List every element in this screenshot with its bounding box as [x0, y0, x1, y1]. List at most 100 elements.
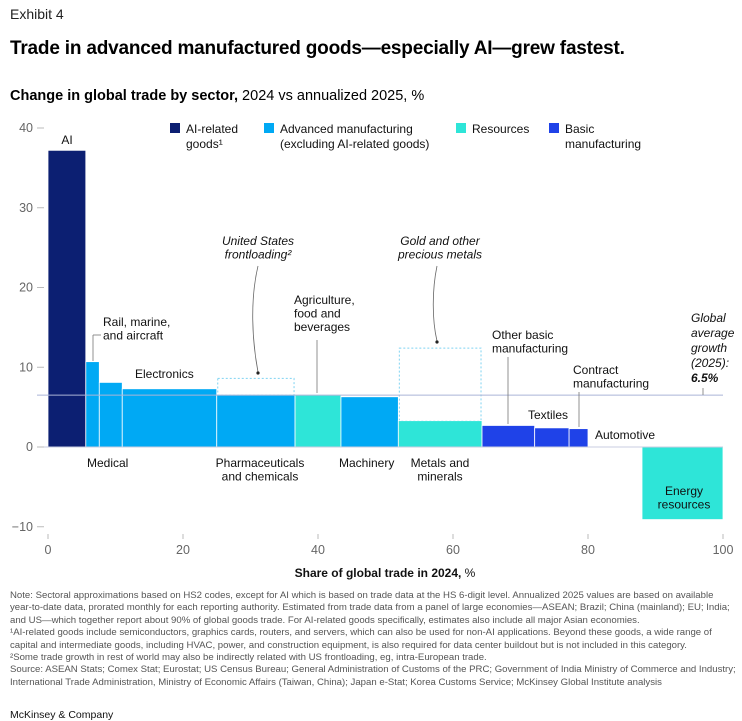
note-footnote-1: ¹AI-related goods include semiconductors…	[10, 627, 712, 651]
label-global-average: Global average growth (2025):	[691, 311, 735, 370]
label-energy-line: resources	[658, 498, 711, 512]
annotation-us-frontloading-line: United States	[222, 234, 294, 248]
legend-label-basic: Basic manufacturing	[565, 122, 641, 151]
label-global-average-line: Global	[691, 311, 726, 325]
label-energy: Energy resources	[658, 484, 711, 512]
label-metals: Metals and minerals	[411, 456, 470, 484]
note-footnote-2: ²Some trade growth in rest of world may …	[10, 652, 487, 664]
exhibit-number: Exhibit 4	[10, 6, 64, 22]
label-pharma: Pharmaceuticals and chemicals	[216, 456, 305, 484]
legend-label-line: goods¹	[186, 137, 223, 151]
x-tick-label: 100	[713, 543, 734, 557]
bar-energy-resources	[641, 446, 724, 520]
label-pharma-line: Pharmaceuticals	[216, 456, 305, 470]
footer-brand: McKinsey & Company	[10, 709, 114, 721]
label-machinery-line: Machinery	[339, 456, 394, 470]
bar-medical	[98, 382, 123, 448]
annotation-us-frontloading-line: frontloading²	[225, 248, 293, 262]
legend: AI-related goods¹ Advanced manufacturing (e…	[170, 122, 641, 151]
label-agriculture-line: food and	[294, 307, 341, 321]
legend-label-line: Advanced manufacturing	[280, 122, 413, 136]
y-tick-label: 0	[26, 440, 33, 454]
dotted-overlay	[398, 347, 482, 422]
legend-label-line: AI-related	[186, 122, 238, 136]
annotation-us-frontloading: United States frontloading²	[222, 234, 294, 262]
label-medical-line: Medical	[87, 456, 128, 470]
bar-automotive	[568, 428, 589, 448]
note-main: Note: Sectoral approximations based on H…	[10, 590, 730, 626]
arrowhead	[435, 340, 439, 344]
bar-metals-and-minerals	[397, 420, 483, 448]
label-other-basic-line: Other basic	[492, 328, 553, 342]
legend-label-line: Resources	[472, 122, 529, 136]
notes: Note: Sectoral approximations based on H…	[10, 590, 736, 689]
label-contract-line: Contract	[573, 363, 619, 377]
label-metals-line: Metals and	[411, 456, 470, 470]
label-other-basic-line: manufacturing	[492, 342, 568, 356]
x-axis-title-rest: %	[461, 566, 475, 580]
legend-label-advanced: Advanced manufacturing (excluding AI-rela…	[280, 122, 429, 151]
chart-subtitle: Change in global trade by sector, 2024 v…	[10, 88, 424, 104]
labels-group: AI Rail, marine, and aircraft Electronics Me…	[61, 133, 734, 512]
legend-label-ai: AI-related goods¹	[186, 122, 238, 151]
label-ai-line: AI	[61, 133, 72, 147]
label-contract-line: manufacturing	[573, 377, 649, 391]
page-title: Trade in advanced manufactured goods—esp…	[10, 38, 625, 59]
bar-agriculture-food-and-beverages	[294, 394, 342, 448]
label-automotive: Automotive	[595, 428, 655, 442]
bar-rail-marine-and-aircraft	[85, 361, 100, 448]
label-electronics-line: Electronics	[135, 367, 194, 381]
x-axis-title: Share of global trade in 2024, %	[295, 566, 476, 580]
bar-textiles	[534, 427, 570, 448]
bar-machinery	[340, 396, 399, 448]
legend-label-resources: Resources	[472, 122, 529, 136]
legend-swatch-advanced	[264, 123, 274, 133]
legend-label-line: manufacturing	[565, 137, 641, 151]
y-tick-label: 20	[19, 281, 33, 295]
label-agriculture-line: Agriculture,	[294, 293, 355, 307]
annotation-gold-line: Gold and other	[400, 234, 480, 248]
label-ai: AI	[61, 133, 72, 147]
label-pharma-line: and chemicals	[222, 470, 299, 484]
label-agriculture-line: beverages	[294, 320, 350, 334]
label-rail-line: and aircraft	[103, 329, 164, 343]
bar-electronics	[121, 388, 218, 448]
label-contract: Contract manufacturing	[573, 363, 649, 391]
y-tick-label: 40	[19, 121, 33, 135]
y-tick-label: −10	[12, 520, 33, 534]
dotted-overlay	[217, 377, 295, 396]
arrowhead	[256, 371, 260, 375]
legend-swatch-basic	[549, 123, 559, 133]
bar-pharmaceuticals-and-chemicals	[216, 394, 296, 448]
arrow-us-frontloading	[252, 265, 259, 373]
x-tick-label: 0	[45, 543, 52, 557]
label-textiles: Textiles	[528, 408, 568, 422]
label-rail: Rail, marine, and aircraft	[103, 315, 170, 343]
x-tick-label: 40	[311, 543, 325, 557]
y-tick-label: 30	[19, 201, 33, 215]
label-agriculture: Agriculture, food and beverages	[294, 293, 355, 334]
legend-label-line: Basic	[565, 122, 594, 136]
label-other-basic: Other basic manufacturing	[492, 328, 568, 356]
annotation-gold-line: precious metals	[397, 248, 482, 262]
y-tick-label: 10	[19, 360, 33, 374]
arrow-gold	[432, 265, 438, 342]
label-medical: Medical	[87, 456, 128, 470]
subtitle-bold: Change in global trade by sector,	[10, 88, 239, 104]
bar-other-basic-manufacturing	[481, 425, 536, 448]
x-tick-label: 80	[581, 543, 595, 557]
x-tick-label: 20	[176, 543, 190, 557]
note-source: Source: ASEAN Stats; Comex Stat; Eurosta…	[10, 664, 736, 688]
bar-ai	[47, 149, 87, 448]
label-metals-line: minerals	[417, 470, 462, 484]
legend-swatch-ai	[170, 123, 180, 133]
subtitle-rest: 2024 vs annualized 2025, %	[238, 88, 425, 104]
label-textiles-line: Textiles	[528, 408, 568, 422]
label-global-average-line: (2025):	[691, 356, 729, 370]
legend-swatch-resources	[456, 123, 466, 133]
label-global-average-value: 6.5%	[691, 371, 719, 385]
label-global-average-line: average	[691, 326, 735, 340]
